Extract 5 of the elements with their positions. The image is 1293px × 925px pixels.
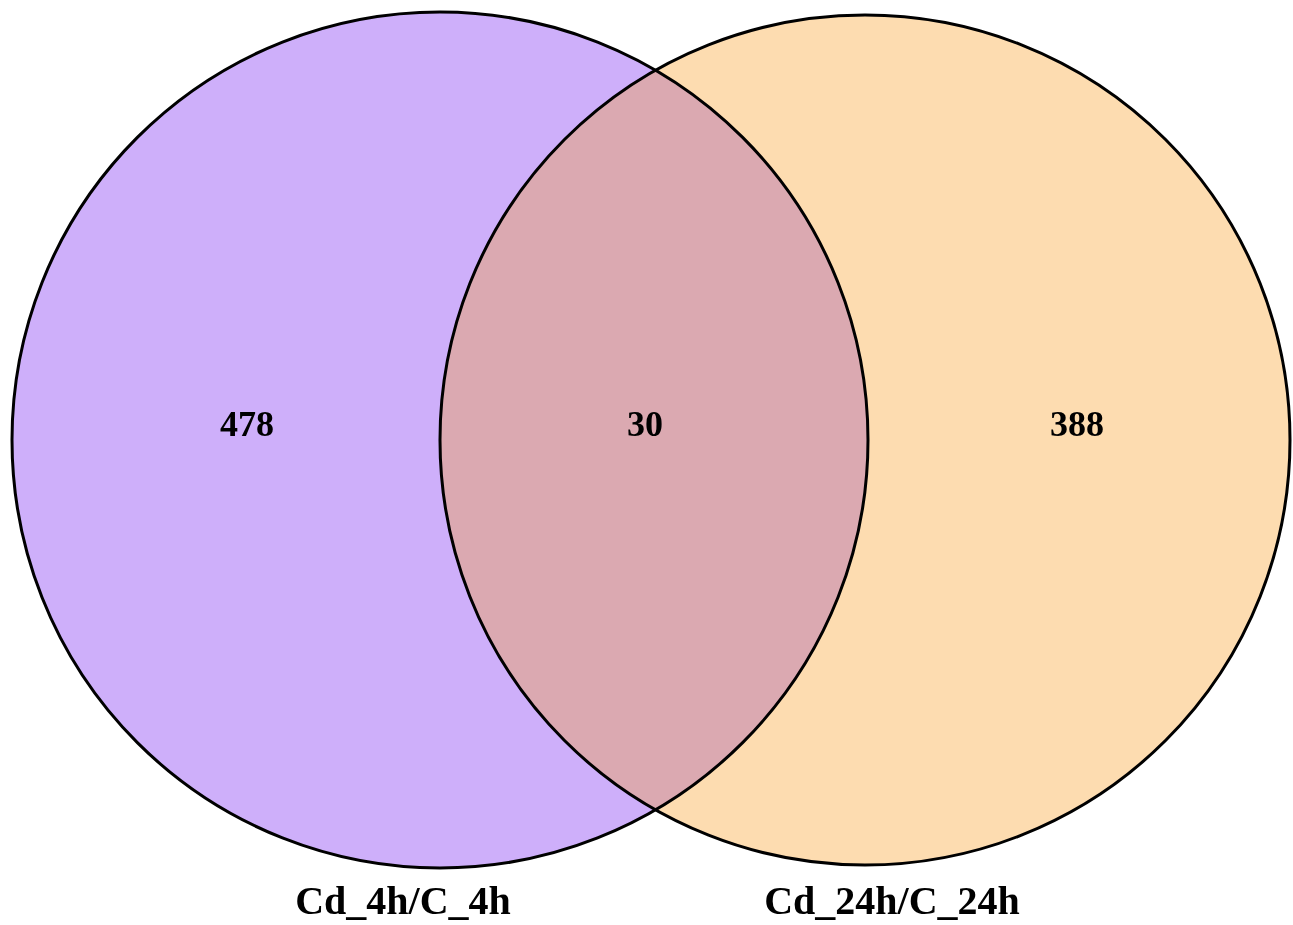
category-label: Cd_24h/C_24h [764,878,1020,924]
data-label: 388 [1050,404,1104,445]
data-label: 478 [220,404,274,445]
data-label: 30 [627,404,663,445]
category-label: Cd_4h/C_4h [295,878,511,924]
